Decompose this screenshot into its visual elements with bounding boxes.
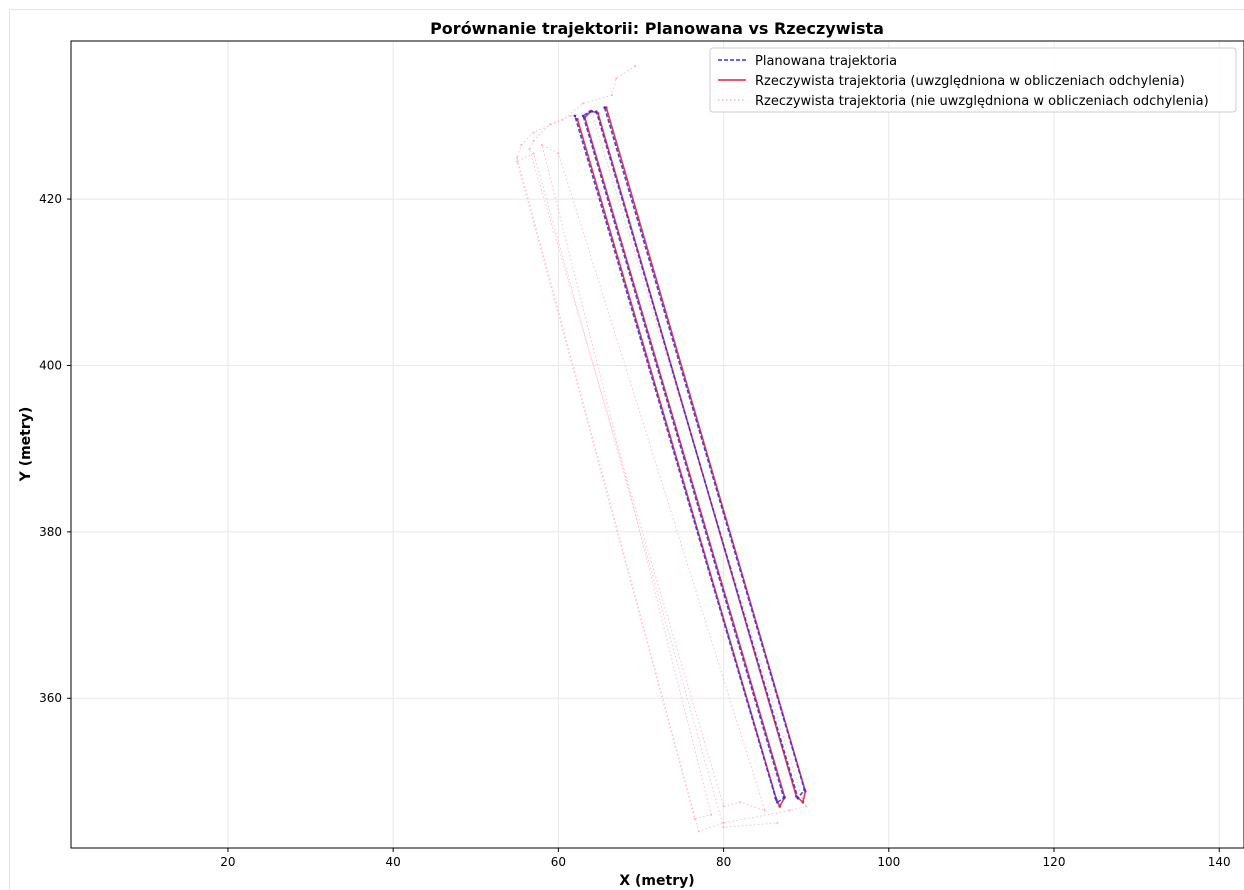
series-3-line [516,65,807,833]
series-3-point [582,102,585,105]
series-3-point [569,114,572,117]
series-3-point [532,139,535,142]
series-1-point [603,106,606,109]
series-3-point [776,822,779,825]
series-3-point [516,156,519,159]
series-1-point [782,796,786,800]
series-3-point [532,152,535,155]
series-3-point [611,94,614,97]
series-3-point [805,805,808,808]
x-tick-label: 20 [220,855,235,869]
series-1-point [796,796,800,800]
y-axis-label: Y (metry) [18,407,34,483]
grid [71,41,1244,848]
series-3-point [528,148,531,151]
series-3-point [763,809,766,812]
y-tick-label: 400 [39,358,62,372]
series-1-point [595,110,598,114]
series-layer [516,64,808,833]
x-tick-label: 100 [877,855,900,869]
series-3-point [739,801,742,804]
series-3-point [634,64,637,67]
series-3-point [722,822,725,825]
series-1-point [774,796,777,800]
y-tick-label: 360 [39,691,62,705]
x-tick-label: 40 [386,855,401,869]
series-3-point [801,797,804,800]
series-3-point [710,813,713,816]
series-1-point [588,110,592,114]
series-2-point [778,805,782,808]
series-3-point [520,143,523,146]
x-tick-label: 80 [716,855,731,869]
series-1 [573,106,806,804]
series-3-point [722,805,725,808]
series-3-point [561,119,564,122]
series-2-point [801,800,805,804]
series-3-point [532,131,535,134]
series-3-point [557,152,560,155]
y-tick-label: 420 [39,192,62,206]
x-tick-label: 140 [1208,855,1231,869]
legend: Planowana trajektoria Rzeczywista trajekt… [709,47,1237,113]
series-3-point [540,143,543,146]
series-1-point [803,788,806,792]
y-tick-label: 380 [39,525,62,539]
series-3-point [516,160,519,163]
chart-title: Porównanie trajektorii: Planowana vs Rze… [430,19,884,38]
x-tick-label: 120 [1043,855,1066,869]
series-3-point [693,817,696,820]
legend-box [709,47,1237,113]
series-3-point [788,809,791,812]
series-3-point [722,826,725,829]
series-3-point [549,123,552,126]
series-3-point [697,830,700,833]
series-1-point [775,800,779,804]
legend-label: Rzeczywista trajektoria (uwzględniona w … [755,74,1185,89]
series-1-point [573,114,577,118]
series-1-line [574,107,806,804]
series-1-point [581,114,585,118]
series-3-point [615,77,618,80]
x-tick-label: 60 [551,855,566,869]
figure-frame [9,9,1244,890]
plot-area [70,40,1244,849]
axis-ticks: 20 40 60 80 100 120 140 360 380 400 420 [39,192,1231,869]
series-3 [516,64,808,833]
x-axis-label: X (metry) [619,873,694,889]
legend-label: Rzeczywista trajektoria (nie uwzględnion… [755,94,1209,109]
legend-label: Planowana trajektoria [755,54,897,69]
